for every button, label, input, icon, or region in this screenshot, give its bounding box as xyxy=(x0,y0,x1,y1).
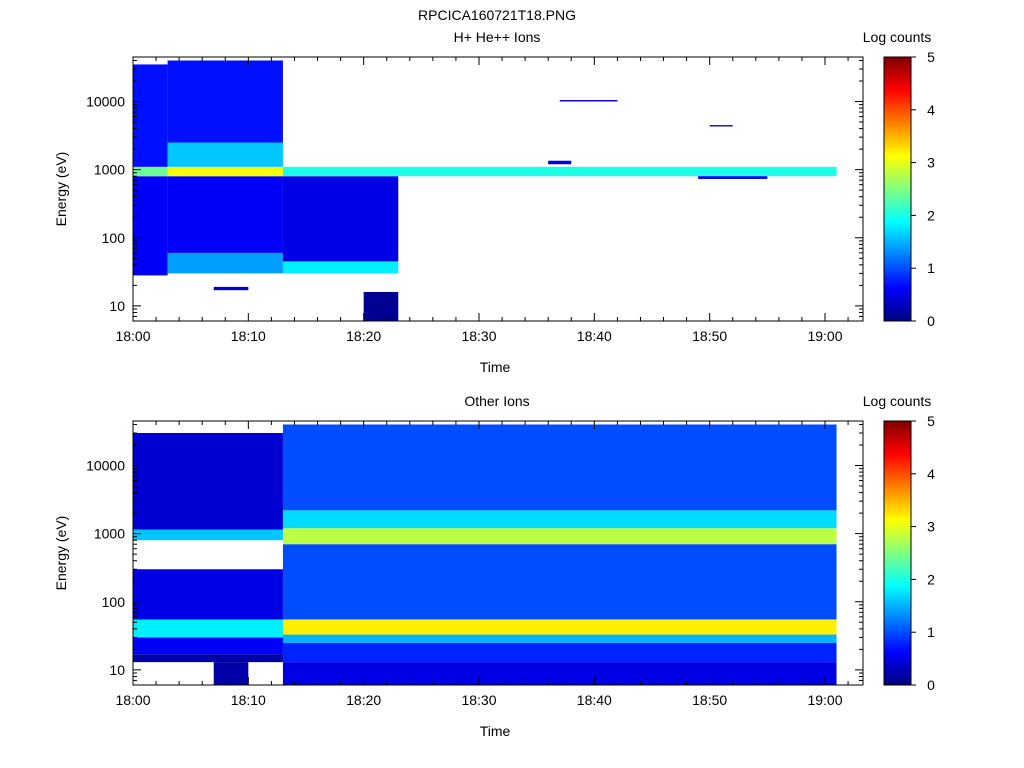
x-tick-label: 18:50 xyxy=(692,692,727,708)
y-tick-label: 100 xyxy=(102,594,126,610)
panel-2: 18:00 18:10 18:20 18:30 18:40 18:50 19:0010100… xyxy=(53,393,935,739)
heatmap-band-8 xyxy=(282,662,837,685)
x-tick-label: 18:10 xyxy=(231,692,266,708)
y-tick-label: 10000 xyxy=(86,458,125,474)
heatmap-cells xyxy=(133,60,837,321)
heatmap-band-10 xyxy=(282,634,837,643)
figure-title: RPCICA160721T18.PNG xyxy=(418,7,576,23)
heatmap-band-18 xyxy=(709,125,733,127)
colorbar-tick-label: 5 xyxy=(927,413,935,429)
heatmap-band-5 xyxy=(133,529,283,541)
heatmap-band-2 xyxy=(133,637,283,655)
heatmap-band-7 xyxy=(213,662,249,685)
heatmap-band-12 xyxy=(282,544,837,620)
panel-1: 18:00 18:10 18:20 18:30 18:40 18:50 19:0010100… xyxy=(53,29,935,375)
x-tick-label: 18:00 xyxy=(115,692,150,708)
heatmap-band-9 xyxy=(282,642,837,663)
y-axis-label: Energy (eV) xyxy=(53,152,69,227)
heatmap-band-13 xyxy=(282,528,837,545)
colorbar-tick-label: 1 xyxy=(927,624,935,640)
colorbar-tick-label: 3 xyxy=(927,155,935,171)
colorbar-tick-label: 1 xyxy=(927,260,935,276)
plot-frame xyxy=(132,56,864,322)
heatmap-band-4 xyxy=(133,64,168,167)
colorbar-tick-label: 4 xyxy=(927,102,935,118)
y-tick-label: 100 xyxy=(102,230,126,246)
x-tick-label: 19:00 xyxy=(807,328,842,344)
heatmap-band-4 xyxy=(133,569,283,620)
colorbar-tick-label: 2 xyxy=(927,207,935,223)
panel-title: Other Ions xyxy=(464,393,529,409)
heatmap-band-9 xyxy=(167,60,283,143)
colorbar-tick-label: 3 xyxy=(927,519,935,535)
colorbar-gradient xyxy=(883,420,912,686)
x-tick-label: 18:50 xyxy=(692,328,727,344)
colorbar-tick-label: 2 xyxy=(927,571,935,587)
x-tick-label: 18:40 xyxy=(577,692,612,708)
heatmap-band-12 xyxy=(282,176,399,262)
heatmap-band-14 xyxy=(282,510,837,529)
x-tick-label: 18:40 xyxy=(577,328,612,344)
y-tick-label: 1000 xyxy=(94,526,125,542)
x-axis-label: Time xyxy=(480,359,511,375)
y-tick-label: 10000 xyxy=(86,94,125,110)
heatmap-band-7 xyxy=(167,166,283,177)
x-tick-label: 18:30 xyxy=(461,328,496,344)
heatmap-cells xyxy=(133,424,837,685)
y-tick-label: 1000 xyxy=(94,162,125,178)
x-tick-label: 19:00 xyxy=(807,692,842,708)
x-axis-label: Time xyxy=(480,723,511,739)
colorbar: Log counts 0 1 2 3 4 5 xyxy=(863,29,935,329)
heatmap-band-1 xyxy=(133,654,283,663)
heatmap-band-11 xyxy=(282,619,837,635)
heatmap-band-10 xyxy=(213,286,249,291)
x-tick-label: 18:00 xyxy=(115,328,150,344)
heatmap-band-14 xyxy=(363,291,399,321)
heatmap-band-2 xyxy=(133,176,168,276)
plot-frame xyxy=(132,420,864,686)
colorbar-tick-label: 0 xyxy=(927,313,935,329)
heatmap-band-16 xyxy=(559,100,618,102)
heatmap-band-5 xyxy=(167,252,283,274)
colorbar-tick-label: 4 xyxy=(927,466,935,482)
heatmap-band-15 xyxy=(282,424,837,511)
colorbar: Log counts 0 1 2 3 4 5 xyxy=(863,393,935,693)
heatmap-band-11 xyxy=(282,261,399,274)
y-tick-label: 10 xyxy=(109,298,125,314)
heatmap-band-6 xyxy=(133,432,283,530)
panel-title: H+ He++ Ions xyxy=(454,29,541,45)
heatmap-band-3 xyxy=(133,166,168,177)
heatmap-band-8 xyxy=(167,142,283,167)
colorbar-gradient xyxy=(883,56,912,322)
x-tick-label: 18:10 xyxy=(231,328,266,344)
heatmap-band-17 xyxy=(698,176,768,179)
heatmap-band-3 xyxy=(133,619,283,638)
heatmap-band-15 xyxy=(548,160,572,165)
colorbar-label: Log counts xyxy=(863,393,932,409)
colorbar-tick-label: 0 xyxy=(927,677,935,693)
heatmap-band-13 xyxy=(282,166,837,177)
colorbar-tick-label: 5 xyxy=(927,49,935,65)
y-axis-label: Energy (eV) xyxy=(53,516,69,591)
heatmap-band-6 xyxy=(167,176,283,253)
x-tick-label: 18:20 xyxy=(346,692,381,708)
x-tick-label: 18:20 xyxy=(346,328,381,344)
x-tick-label: 18:30 xyxy=(461,692,496,708)
colorbar-label: Log counts xyxy=(863,29,932,45)
y-tick-label: 10 xyxy=(109,662,125,678)
